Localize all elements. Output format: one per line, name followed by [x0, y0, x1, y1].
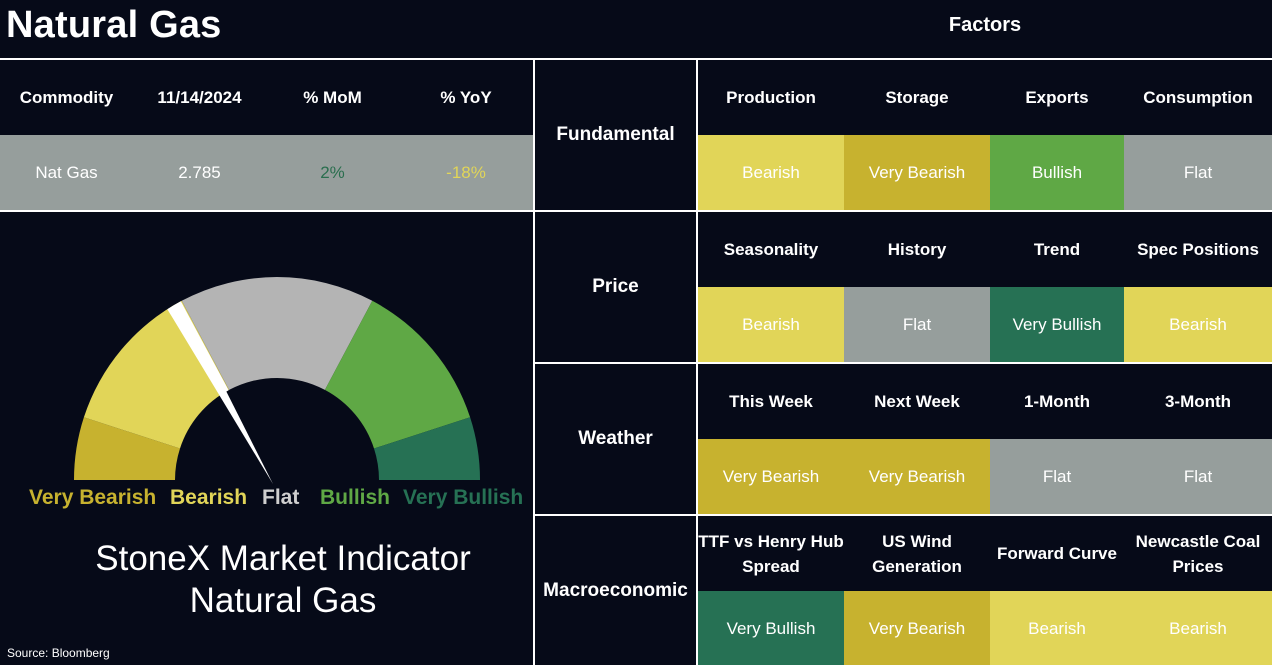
factor-label: Next Week — [874, 392, 960, 411]
factor-label: History — [887, 240, 947, 259]
factor-value: Very Bullish — [698, 591, 844, 665]
factor-value: Very Bearish — [844, 439, 990, 514]
factor-value: Very Bearish — [698, 439, 844, 514]
divider — [533, 58, 535, 665]
factor-value: Very Bullish — [990, 287, 1124, 362]
factor-label: This Week — [729, 392, 813, 411]
category-price: Price — [592, 276, 639, 297]
gauge-label-very-bearish: Very Bearish — [29, 486, 157, 509]
factor-label: Spec Positions — [1137, 240, 1259, 259]
header-mom: % MoM — [303, 87, 362, 107]
indicator-title-line1: StoneX Market Indicator — [95, 539, 471, 578]
factor-value: Very Bearish — [844, 591, 990, 665]
factor-value: Bearish — [698, 135, 844, 210]
header-date: 11/14/2024 — [157, 87, 242, 107]
divider — [535, 514, 1272, 516]
factor-value: Flat — [1124, 439, 1272, 514]
factor-value: Bearish — [698, 287, 844, 362]
divider — [535, 362, 1272, 364]
indicator-title-line2: Natural Gas — [189, 581, 377, 620]
factor-value: Bearish — [1124, 287, 1272, 362]
gauge-label-bullish: Bullish — [320, 486, 391, 509]
cell-mom: 2% — [320, 162, 345, 182]
gauge-segment-very-bearish — [73, 417, 180, 480]
factor-value: Flat — [844, 287, 990, 362]
source-note: Source: Bloomberg — [7, 646, 110, 660]
factor-value: Bearish — [1124, 591, 1272, 665]
factor-label: TTF vs Henry Hub Spread — [698, 531, 844, 576]
commodity-table: Commodity 11/14/2024 % MoM % YoY Nat Gas… — [0, 60, 533, 210]
factor-value: Flat — [990, 439, 1124, 514]
gauge-needle — [168, 303, 273, 484]
gauge-segment-bullish — [324, 300, 471, 449]
factors-title: Factors — [948, 14, 1022, 36]
divider — [0, 58, 1272, 60]
gauge-segment-very-bullish — [374, 417, 481, 480]
factor-label: Storage — [885, 88, 949, 107]
header-commodity: Commodity — [19, 87, 114, 107]
factor-label: Seasonality — [723, 240, 819, 259]
gauge-label-bearish: Bearish — [170, 486, 248, 509]
factor-value: Bullish — [990, 135, 1124, 210]
category-weather: Weather — [578, 428, 653, 449]
factor-label: US Wind Generation — [872, 531, 962, 576]
commodity-data-row: Nat Gas 2.785 2% -18% — [0, 135, 533, 210]
factor-label: Production — [726, 88, 816, 107]
factor-label: Forward Curve — [997, 544, 1117, 563]
divider — [696, 58, 698, 665]
cell-commodity: Nat Gas — [35, 162, 98, 182]
gauge-legend: Very Bearish Bearish Flat Bullish Very B… — [0, 486, 533, 516]
cell-price: 2.785 — [178, 162, 221, 182]
gauge-label-flat: Flat — [262, 486, 300, 509]
page-title: Natural Gas — [6, 4, 222, 46]
header-yoy: % YoY — [440, 87, 492, 107]
gauge-segment-flat — [181, 277, 373, 390]
cell-yoy: -18% — [446, 162, 486, 182]
commodity-header-row: Commodity 11/14/2024 % MoM % YoY — [0, 60, 533, 135]
factor-label: Trend — [1033, 240, 1081, 259]
indicator-title: StoneX Market Indicator Natural Gas — [0, 538, 566, 622]
factor-value: Bearish — [990, 591, 1124, 665]
category-macroeconomic: Macroeconomic — [543, 580, 688, 601]
category-fundamental: Fundamental — [556, 124, 675, 145]
market-gauge — [73, 277, 481, 484]
factor-label: Exports — [1025, 88, 1089, 107]
factor-value: Flat — [1124, 135, 1272, 210]
factor-label: Consumption — [1143, 88, 1253, 107]
factor-label: Newcastle Coal Prices — [1135, 531, 1261, 576]
gauge-label-very-bullish: Very Bullish — [403, 486, 524, 509]
divider — [0, 210, 1272, 212]
factor-value: Very Bearish — [844, 135, 990, 210]
factor-label: 1-Month — [1023, 392, 1091, 411]
factor-label: 3-Month — [1164, 392, 1232, 411]
